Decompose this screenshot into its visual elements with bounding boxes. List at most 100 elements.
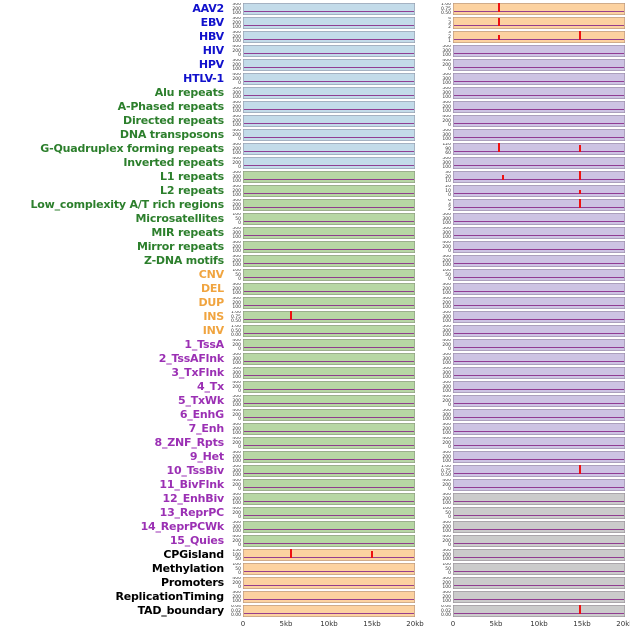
- y-tick-label: 500: [232, 353, 241, 357]
- track-row: 12_EnhBiv 300 200 100 300 200 100: [0, 492, 630, 506]
- y-axis-ticks: 300 200 100: [227, 493, 243, 505]
- y-tick-label: 500: [232, 171, 241, 175]
- y-tick-label: 300: [232, 115, 241, 119]
- y-tick-label: 500: [442, 325, 451, 329]
- track-plot: [453, 605, 625, 617]
- y-tick-label: 100: [232, 235, 241, 239]
- y-tick-label: 500: [442, 227, 451, 231]
- signal-baseline: [454, 81, 624, 82]
- signal-baseline: [454, 445, 624, 446]
- y-tick-label: 100: [232, 459, 241, 463]
- y-axis-ticks: 20 10 0: [437, 185, 453, 197]
- y-tick-label: 200: [232, 104, 241, 110]
- signal-baseline: [454, 193, 624, 194]
- track-plot: [453, 577, 625, 589]
- signal-baseline: [454, 207, 624, 208]
- row-label: DUP: [198, 296, 224, 309]
- y-tick-label: 100: [232, 552, 241, 558]
- y-tick-label: 100: [232, 563, 241, 567]
- y-tick-label: 0: [238, 137, 241, 141]
- track-plot: [243, 409, 415, 421]
- y-axis-ticks: 300 200 100: [437, 255, 453, 267]
- y-tick-label: 300: [232, 17, 241, 21]
- signal-spike: [498, 143, 501, 152]
- x-axis-right: 0 5kb 10kb 15kb 20kb: [451, 618, 630, 630]
- track-plot: [453, 409, 625, 421]
- y-tick-label: 200: [232, 342, 241, 348]
- signal-baseline: [454, 263, 624, 264]
- signal-baseline: [244, 571, 414, 572]
- signal-baseline: [454, 543, 624, 544]
- y-tick-label: 200: [232, 20, 241, 26]
- track-plot: [243, 297, 415, 309]
- y-tick-label: 300: [442, 384, 451, 390]
- y-tick-label: 0.50: [440, 473, 451, 477]
- track-plot: [453, 381, 625, 393]
- y-axis-ticks: 500 300 100: [437, 325, 453, 337]
- y-axis-ticks: 500 300 100: [437, 311, 453, 323]
- y-tick-label: 200: [232, 482, 241, 488]
- y-tick-label: 100: [232, 375, 241, 379]
- y-tick-label: 100: [442, 53, 451, 57]
- y-tick-label: 0.00: [230, 333, 241, 337]
- y-tick-label: 500: [442, 213, 451, 217]
- y-tick-label: 300: [232, 59, 241, 63]
- column-gap: [415, 463, 437, 464]
- row-label: HBV: [198, 30, 224, 43]
- track-row: ReplicationTiming 300 200 100 300 200 100: [0, 590, 630, 604]
- y-axis-ticks: 400 200 0: [437, 59, 453, 71]
- y-tick-label: 10: [445, 179, 451, 183]
- x-tick-label: 5kb: [489, 620, 503, 628]
- signal-baseline: [244, 319, 414, 320]
- column-gap: [415, 253, 437, 254]
- column-gap: [415, 127, 437, 128]
- y-tick-label: 300: [232, 174, 241, 180]
- y-axis-ticks: 400 200 0: [437, 241, 453, 253]
- y-tick-label: 50: [235, 272, 241, 278]
- track-plot: [243, 353, 415, 365]
- y-tick-label: 100: [232, 529, 241, 533]
- track-row: Inverted repeats 400 200 0 500 300 100: [0, 156, 630, 170]
- y-tick-label: 300: [442, 356, 451, 362]
- column-gap: [415, 155, 437, 156]
- row-label: TAD_boundary: [137, 604, 225, 617]
- y-tick-label: 60: [445, 151, 451, 155]
- y-tick-label: 200: [232, 286, 241, 292]
- y-axis-ticks: 400 200 0: [227, 381, 243, 393]
- y-tick-label: 300: [442, 493, 451, 497]
- y-tick-label: 0: [448, 543, 451, 547]
- y-tick-label: 500: [442, 409, 451, 413]
- column-gap: [415, 407, 437, 408]
- y-tick-label: 300: [232, 101, 241, 105]
- signal-baseline: [244, 221, 414, 222]
- column-gap: [415, 351, 437, 352]
- track-plot: [453, 17, 625, 29]
- rows-container: AAV23002001001.000.750.500.250.00EBV3002…: [0, 2, 630, 618]
- y-axis-ticks: 100 50 0: [227, 563, 243, 575]
- y-axis-ticks: 100 50 0: [437, 507, 453, 519]
- y-tick-label: 200: [232, 160, 241, 166]
- y-tick-label: 200: [442, 496, 451, 502]
- x-tick-label: 20kb: [616, 620, 630, 628]
- y-tick-label: 200: [442, 482, 451, 488]
- y-tick-label: 100: [232, 361, 241, 365]
- x-tick-label: 5kb: [279, 620, 293, 628]
- y-axis-ticks: 500 300 100: [227, 521, 243, 533]
- track-row: 3_TxFlnk 500 300 100 500 300 100: [0, 366, 630, 380]
- column-gap: [415, 561, 437, 562]
- track-plot: [453, 535, 625, 547]
- y-tick-label: 100: [232, 123, 241, 127]
- y-axis-ticks: 300 200 100: [227, 185, 243, 197]
- signal-baseline: [244, 347, 414, 348]
- y-tick-label: 300: [442, 76, 451, 82]
- track-plot: [243, 325, 415, 337]
- y-axis-ticks: 400 200 0: [227, 129, 243, 141]
- y-tick-label: 0: [448, 193, 451, 197]
- track-row: 11_BivFlnk 400 200 0 400 200 0: [0, 478, 630, 492]
- track-row: 14_ReprPCWk 500 300 100 300 200 100: [0, 520, 630, 534]
- y-tick-label: 100: [232, 207, 241, 211]
- track-row: INV 1.00 0.50 0.00 500 300 100: [0, 324, 630, 338]
- y-tick-label: 300: [442, 314, 451, 320]
- signal-baseline: [454, 347, 624, 348]
